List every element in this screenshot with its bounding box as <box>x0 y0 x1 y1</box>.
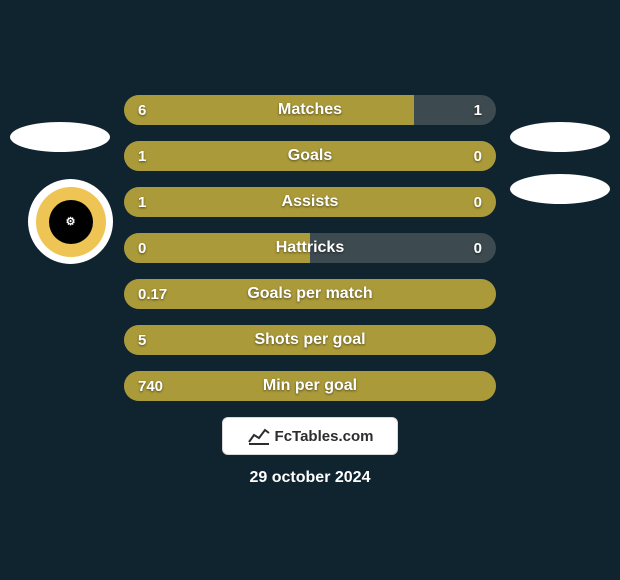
stat-bars: 61Matches 10Goals 10Assists 00Hattricks 0.17… <box>124 95 496 401</box>
stat-label: Goals per match <box>124 279 496 309</box>
stat-bar: 61Matches <box>124 95 496 125</box>
watermark: FcTables.com <box>222 417 398 455</box>
date-text: 29 october 2024 <box>0 469 620 487</box>
stat-label: Shots per goal <box>124 325 496 355</box>
stats-section: 61Matches 10Goals 10Assists 00Hattricks 0.17… <box>0 71 620 487</box>
stat-label: Assists <box>124 187 496 217</box>
stat-bar: 740Min per goal <box>124 371 496 401</box>
stat-bar: 10Assists <box>124 187 496 217</box>
stat-bar: 5Shots per goal <box>124 325 496 355</box>
stat-label: Goals <box>124 141 496 171</box>
stat-label: Min per goal <box>124 371 496 401</box>
watermark-text: FcTables.com <box>275 428 374 445</box>
stat-label: Hattricks <box>124 233 496 263</box>
chart-icon <box>247 426 271 446</box>
stat-bar: 00Hattricks <box>124 233 496 263</box>
stat-bar: 0.17Goals per match <box>124 279 496 309</box>
stat-bar: 10Goals <box>124 141 496 171</box>
stat-label: Matches <box>124 95 496 125</box>
